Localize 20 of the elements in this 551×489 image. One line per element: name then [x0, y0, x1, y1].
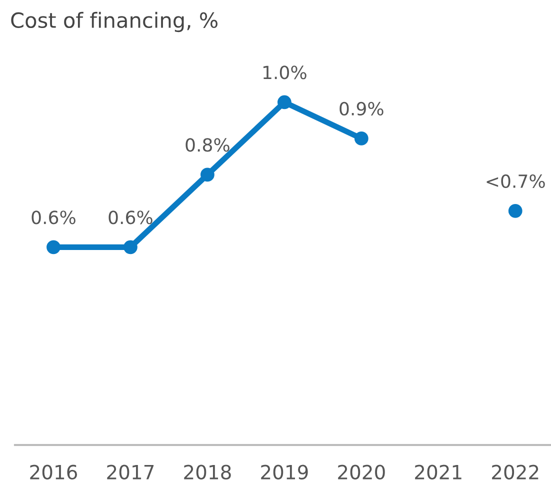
x-tick-label: 2019	[261, 464, 308, 480]
data-label: <0.7%	[486, 174, 545, 188]
x-tick-label: 2020	[338, 464, 385, 480]
x-tick-label: 2022	[492, 464, 538, 480]
point	[124, 240, 138, 254]
x-tick-label: 2018	[184, 464, 231, 480]
data-label: 1.0%	[263, 66, 306, 80]
data-label: 0.6%	[108, 210, 152, 224]
point	[277, 95, 292, 110]
x-tick-label: 2021	[415, 464, 462, 480]
data-label: 0.9%	[340, 102, 384, 116]
point	[354, 132, 368, 146]
data-label: 0.6%	[32, 210, 76, 224]
x-tick-label: 2016	[30, 464, 78, 480]
x-tick-label: 2017	[107, 464, 154, 480]
point	[200, 168, 214, 182]
point	[46, 240, 60, 254]
chart-title: Cost of financing, %	[11, 12, 218, 32]
point	[508, 204, 522, 218]
data-label: 0.8%	[186, 138, 230, 152]
